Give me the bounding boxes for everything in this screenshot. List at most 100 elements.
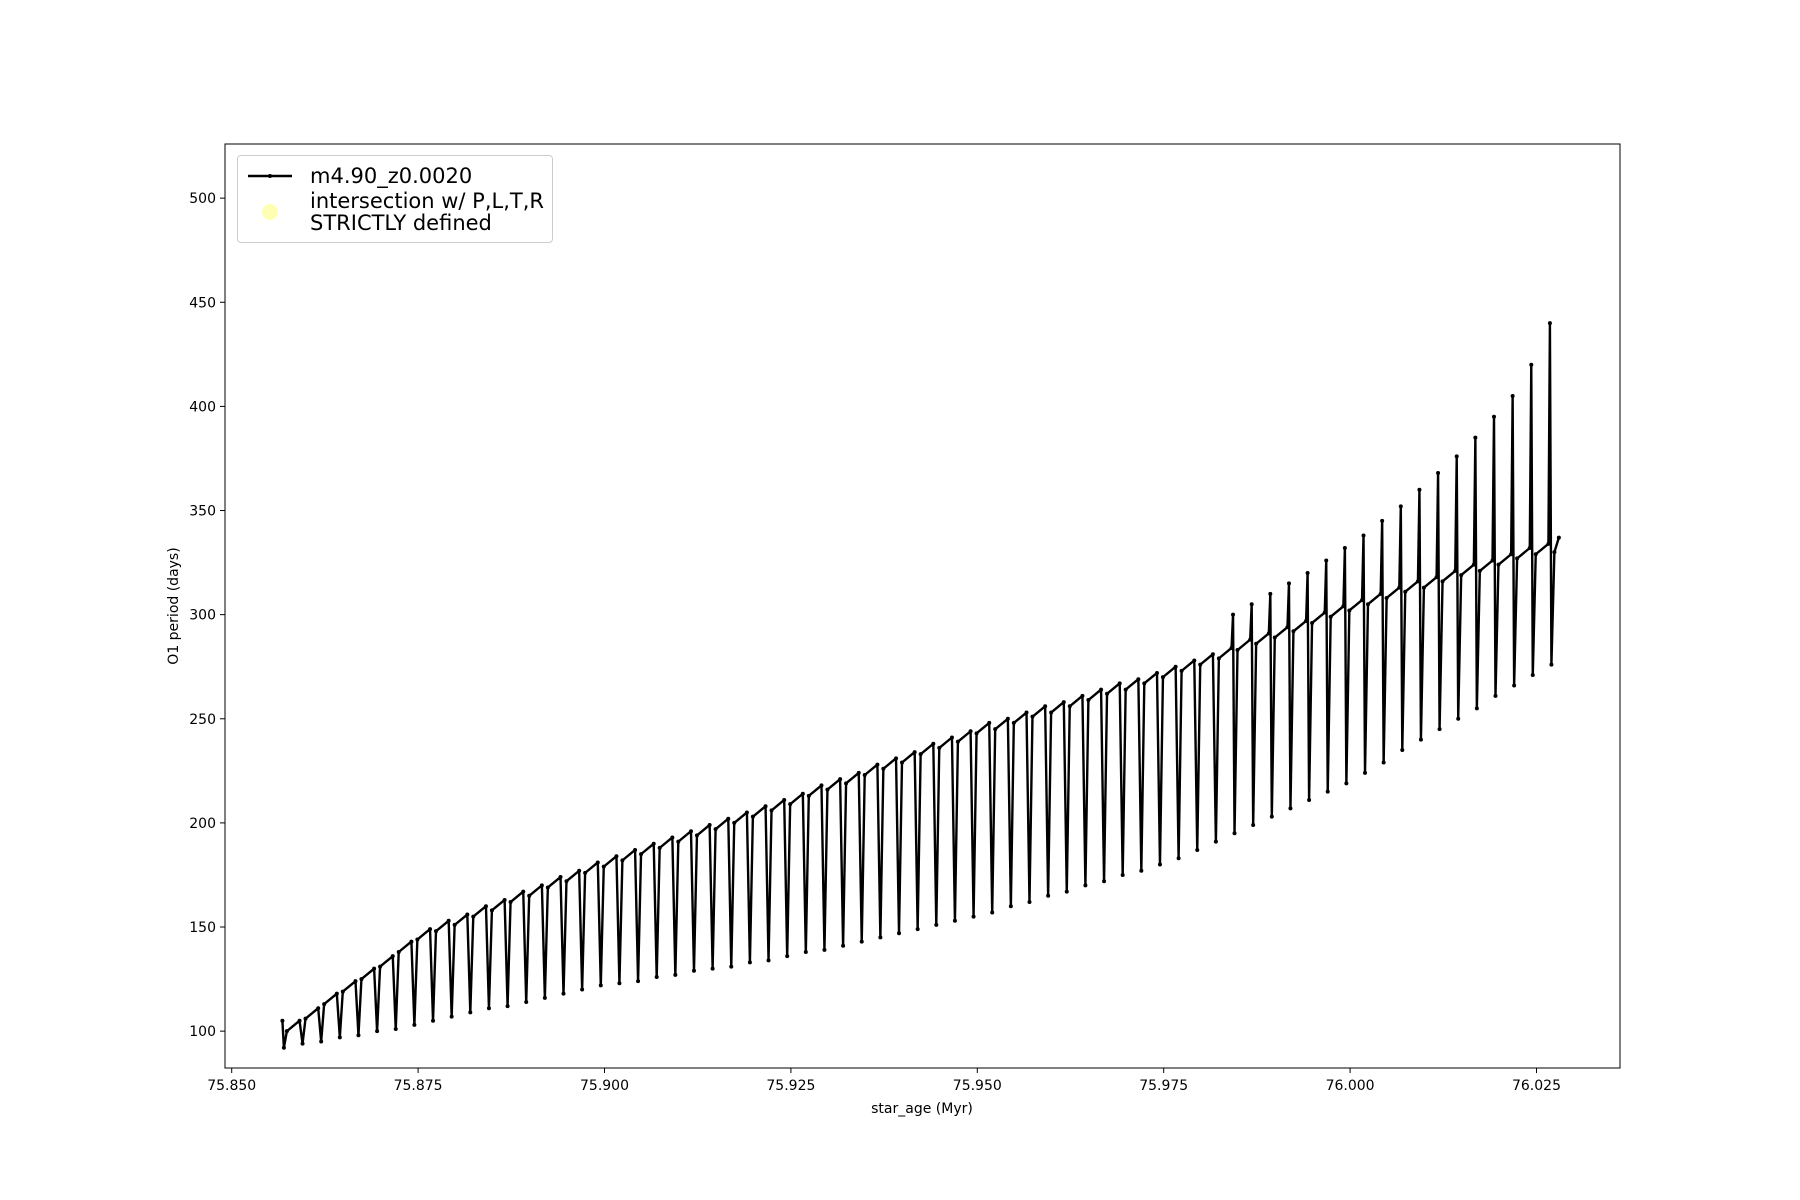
legend-label: m4.90_z0.0020	[310, 163, 473, 188]
data-point	[617, 981, 622, 986]
data-point	[1361, 533, 1366, 538]
data-point	[340, 989, 345, 994]
data-point	[489, 908, 494, 913]
data-point	[822, 947, 827, 952]
data-point	[1509, 552, 1514, 557]
data-point	[1195, 847, 1200, 852]
data-point	[412, 1022, 417, 1027]
y-axis-label: O1 period (days)	[166, 547, 182, 664]
data-point	[694, 833, 699, 838]
data-point	[502, 897, 507, 902]
data-point	[1210, 652, 1215, 657]
data-point	[769, 808, 774, 813]
axes-frame	[224, 143, 1621, 1069]
data-point	[915, 927, 920, 932]
data-point	[782, 797, 787, 802]
data-point	[1061, 700, 1066, 705]
data-point	[558, 875, 563, 880]
y-tick-label: 200	[189, 816, 216, 832]
data-point	[1067, 704, 1072, 709]
data-point	[390, 954, 395, 959]
x-tick-label: 75.875	[394, 1078, 443, 1094]
data-point	[1400, 748, 1405, 753]
data-point	[1157, 862, 1162, 867]
data-point	[937, 745, 942, 750]
data-point	[280, 1018, 285, 1023]
legend-entry: m4.90_z0.0020	[244, 164, 544, 188]
data-point	[1363, 770, 1368, 775]
data-point	[1272, 635, 1277, 640]
data-point	[819, 783, 824, 788]
data-point	[1008, 904, 1013, 909]
data-point	[542, 995, 547, 1000]
data-point	[971, 914, 976, 919]
data-point	[524, 999, 529, 1004]
data-point	[322, 1002, 327, 1007]
data-point	[825, 787, 830, 792]
data-point	[1305, 570, 1310, 575]
data-point	[353, 979, 358, 984]
data-point	[639, 852, 644, 857]
data-point	[899, 760, 904, 765]
data-point	[1421, 585, 1426, 590]
data-point	[688, 829, 693, 834]
data-point	[334, 991, 339, 996]
x-tick-label: 75.900	[580, 1078, 629, 1094]
data-point	[1324, 558, 1329, 563]
data-point	[673, 972, 678, 977]
data-point	[1477, 568, 1482, 573]
data-point	[1397, 585, 1402, 590]
data-point	[1286, 581, 1291, 586]
data-point	[580, 987, 585, 992]
data-point	[1310, 620, 1315, 625]
legend-symbol	[262, 204, 278, 221]
data-point	[620, 858, 625, 863]
data-point	[284, 1029, 289, 1034]
data-point	[1533, 552, 1538, 557]
data-point	[1322, 610, 1327, 615]
data-point	[431, 1018, 436, 1023]
data-point	[1288, 806, 1293, 811]
data-point	[428, 927, 433, 932]
data-point	[471, 914, 476, 919]
data-point	[1229, 645, 1234, 650]
y-tick-label: 300	[189, 608, 216, 624]
data-point	[1231, 612, 1236, 617]
data-point	[1173, 664, 1178, 669]
data-point	[1011, 720, 1016, 725]
data-point	[1269, 814, 1274, 819]
data-point	[465, 912, 470, 917]
data-point	[993, 727, 998, 732]
data-point	[651, 841, 656, 846]
data-point	[1546, 541, 1551, 546]
x-tick-label: 76.000	[1326, 1078, 1375, 1094]
y-tick-label: 350	[189, 504, 216, 520]
data-point	[878, 935, 883, 940]
data-point	[1417, 487, 1422, 492]
data-point	[539, 883, 544, 888]
data-point	[452, 922, 457, 927]
data-point	[1024, 710, 1029, 715]
data-point	[1235, 648, 1240, 653]
data-point	[577, 868, 582, 873]
data-point	[1139, 868, 1144, 873]
data-point	[1325, 789, 1330, 794]
data-point	[319, 1039, 324, 1044]
data-point	[1216, 656, 1221, 661]
data-point	[1136, 677, 1141, 682]
data-point	[1398, 504, 1403, 509]
data-point	[1453, 568, 1458, 573]
data-point	[1102, 879, 1107, 884]
data-point	[446, 918, 451, 923]
legend: m4.90_z0.0020 intersection w/ P,L,T,R STR…	[237, 155, 553, 244]
data-point	[1360, 598, 1365, 603]
data-point	[729, 964, 734, 969]
data-point	[713, 827, 718, 832]
data-point	[859, 939, 864, 944]
data-point	[316, 1006, 321, 1011]
data-point	[483, 904, 488, 909]
data-point	[788, 802, 793, 807]
data-point	[303, 1016, 308, 1021]
